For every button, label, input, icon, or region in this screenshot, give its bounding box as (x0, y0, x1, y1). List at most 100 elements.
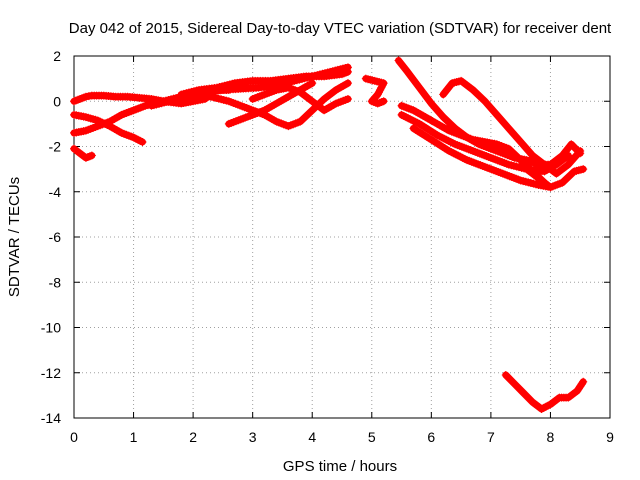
series-line (502, 371, 587, 413)
y-tick-label: -12 (41, 365, 61, 381)
data-point (308, 106, 317, 115)
data-point (338, 70, 346, 79)
data-point (494, 112, 503, 121)
data-point (506, 126, 515, 135)
data-point (442, 116, 451, 125)
data-point (75, 94, 84, 103)
series-track-10 (361, 74, 388, 108)
data-point (308, 79, 317, 88)
series-track-6 (177, 67, 352, 99)
x-tick-label: 9 (606, 429, 614, 445)
data-point (306, 107, 315, 116)
data-point (470, 87, 479, 96)
data-point (79, 93, 88, 102)
data-point (429, 101, 438, 110)
data-point (572, 150, 581, 159)
x-tick-label: 6 (427, 429, 435, 445)
data-point (367, 97, 376, 106)
data-point (83, 153, 92, 162)
data-point (509, 149, 518, 158)
data-point (562, 162, 571, 171)
series-track-14 (409, 124, 555, 192)
data-point (304, 109, 313, 118)
data-point (509, 130, 518, 139)
data-point (513, 134, 522, 143)
data-point (373, 99, 382, 108)
series-track-9 (248, 83, 352, 115)
data-point (472, 89, 481, 98)
data-point (544, 181, 553, 190)
data-point (85, 152, 94, 161)
x-tick-label: 3 (249, 429, 257, 445)
data-point (512, 381, 521, 390)
data-point (475, 92, 484, 101)
data-point (517, 387, 526, 396)
data-point (77, 94, 86, 103)
data-point (480, 97, 489, 106)
y-tick-label: 2 (53, 48, 61, 64)
data-point (379, 97, 388, 106)
data-point (303, 111, 312, 120)
data-point (571, 152, 580, 161)
data-point (579, 377, 588, 386)
data-point (503, 372, 512, 381)
y-tick-label: -10 (41, 320, 61, 336)
data-point (507, 376, 516, 385)
y-tick-label: -4 (49, 184, 62, 200)
data-point (435, 109, 444, 118)
data-point (519, 389, 528, 398)
data-point (87, 151, 96, 160)
data-point (474, 90, 483, 99)
data-point (486, 103, 495, 112)
data-point (558, 178, 567, 187)
data-point (491, 108, 500, 117)
data-point (434, 107, 443, 116)
data-point (339, 69, 348, 78)
data-point (299, 114, 308, 123)
data-point (565, 172, 574, 181)
data-point (511, 151, 520, 160)
chart-title: Day 042 of 2015, Sidereal Day-to-day VTE… (69, 20, 612, 37)
data-point (520, 141, 529, 150)
data-point (514, 154, 523, 163)
data-point (377, 98, 386, 107)
data-point (567, 140, 576, 149)
data-point (514, 383, 523, 392)
x-tick-label: 0 (70, 429, 78, 445)
data-point (497, 116, 506, 125)
data-point (499, 118, 508, 127)
x-tick-label: 5 (368, 429, 376, 445)
data-point (487, 105, 496, 114)
data-point (484, 101, 493, 110)
y-tick-label: -8 (49, 274, 62, 290)
y-tick-label: -6 (49, 229, 62, 245)
series-track-15 (439, 76, 585, 178)
data-point (561, 175, 570, 184)
data-point (489, 106, 498, 115)
x-tick-label: 2 (189, 429, 197, 445)
data-point (508, 378, 517, 387)
data-point (566, 170, 575, 179)
data-point (425, 97, 434, 106)
series-layer (70, 56, 588, 413)
data-point (563, 173, 572, 182)
data-point (560, 177, 569, 186)
data-point (444, 117, 453, 126)
data-point (296, 117, 305, 126)
x-tick-label: 1 (130, 429, 138, 445)
data-point (526, 396, 535, 405)
x-axis-label: GPS time / hours (283, 458, 397, 475)
data-point (503, 122, 512, 131)
y-tick-label: -2 (49, 139, 62, 155)
data-point (430, 103, 439, 112)
data-point (440, 114, 449, 123)
series-track-3 (70, 110, 147, 146)
data-point (564, 151, 573, 160)
x-tick-label: 8 (547, 429, 555, 445)
data-point (301, 112, 310, 121)
y-tick-label: -14 (41, 410, 61, 426)
data-point (71, 96, 80, 105)
data-point (569, 142, 578, 151)
data-point (525, 394, 534, 403)
data-point (343, 67, 352, 76)
